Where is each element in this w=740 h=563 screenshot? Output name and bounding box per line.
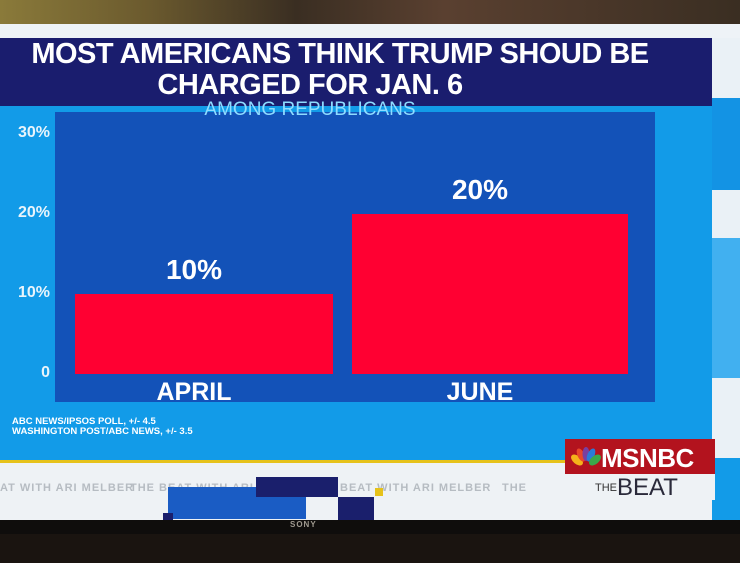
- y-tick-label: 10%: [17, 284, 50, 301]
- chart-title-box: MOST AMERICANS THINK TRUMP SHOUD BE CHAR…: [0, 38, 712, 106]
- ticker-segment: BEAT WITH ARI MELBER: [340, 482, 492, 494]
- bezel-strip: [0, 520, 740, 534]
- show-logo: THE BEAT: [565, 474, 715, 501]
- x-tick-label: JUNE: [446, 378, 514, 406]
- redaction-block: [256, 477, 338, 497]
- msnbc-logo-text: MSNBC: [601, 443, 694, 473]
- tv-screen: MOST AMERICANS THINK TRUMP SHOUD BE CHAR…: [0, 24, 740, 525]
- redaction-block: [163, 513, 173, 523]
- side-panel-block: [712, 98, 740, 190]
- bar-value-label: 10%: [165, 254, 223, 285]
- tv-brand-label: SONY: [290, 520, 317, 529]
- peacock-icon: [571, 447, 601, 466]
- bar-value-label: 20%: [451, 174, 509, 205]
- source-line-2: WASHINGTON POST/ABC NEWS, +/- 3.5: [12, 426, 193, 437]
- side-panel-block: [712, 238, 740, 378]
- ticker-accent: [375, 488, 383, 496]
- chart-title-line-1: MOST AMERICANS THINK TRUMP SHOUD BE: [31, 38, 649, 70]
- bar-april: [75, 294, 333, 374]
- ticker-divider: [0, 460, 712, 463]
- source-line-1: ABC NEWS/IPSOS POLL, +/- 4.5: [12, 416, 156, 427]
- y-tick-label: 20%: [17, 204, 50, 221]
- chart-subtitle: AMONG REPUBLICANS: [204, 99, 416, 120]
- tv-bezel: [0, 520, 740, 563]
- screen-top-strip: [0, 24, 740, 38]
- right-side-panel: [712, 38, 740, 458]
- chart-title-line-2: CHARGED FOR JAN. 6: [157, 69, 463, 101]
- ticker-segment: THE: [502, 482, 527, 494]
- msnbc-logo: MSNBC: [565, 439, 715, 474]
- y-tick-label: 0: [41, 364, 50, 381]
- show-prefix: THE: [595, 482, 617, 494]
- x-tick-label: APRIL: [156, 378, 232, 406]
- show-name: BEAT: [617, 474, 678, 501]
- bar-june: [352, 214, 628, 374]
- ticker-segment: AT WITH ARI MELBER: [0, 482, 135, 494]
- y-tick-label: 30%: [17, 124, 50, 141]
